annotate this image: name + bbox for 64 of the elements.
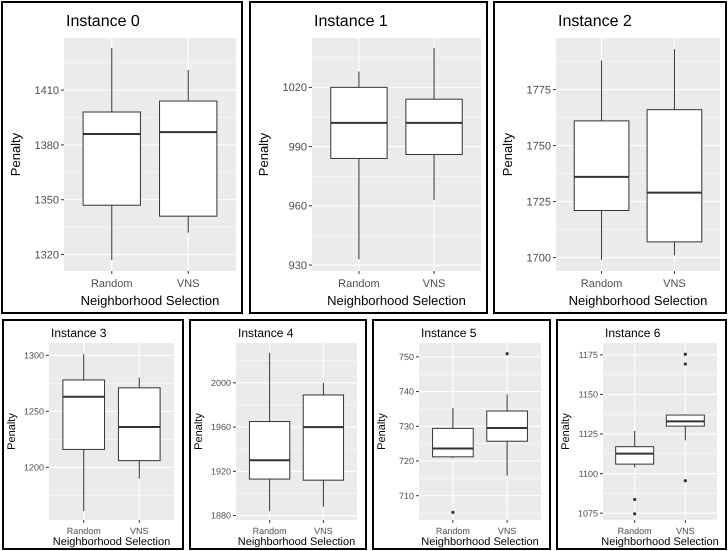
- y-tick-label: 710: [398, 490, 414, 501]
- y-tick-label: 960: [288, 200, 307, 213]
- x-tick-label: VNS: [676, 526, 695, 536]
- y-tick-label: 730: [398, 421, 414, 432]
- chart-title: Instance 1: [314, 13, 388, 30]
- x-tick-label: VNS: [176, 278, 200, 290]
- y-tick-label: 1750: [526, 140, 551, 152]
- y-tick-label: 1725: [526, 196, 551, 208]
- y-axis-title: Penalty: [500, 132, 515, 176]
- chart-title: Instance 5: [421, 326, 477, 340]
- y-tick-label: 1150: [578, 390, 598, 400]
- y-axis-title: Penalty: [6, 412, 18, 450]
- y-axis-title: Penalty: [8, 132, 23, 176]
- x-tick-label: VNS: [422, 278, 446, 290]
- y-tick-label: 1175: [578, 350, 598, 360]
- y-tick-label: 1410: [34, 84, 59, 97]
- x-axis-title: Neighborhood Selection: [421, 536, 539, 548]
- y-axis-title: Penalty: [256, 132, 271, 176]
- x-tick-label: Random: [66, 526, 101, 536]
- y-tick-label: 1300: [24, 350, 44, 360]
- x-tick-label: VNS: [663, 278, 686, 290]
- x-tick-label: Random: [252, 526, 287, 536]
- chart-title: Instance 3: [51, 326, 107, 340]
- chart-title: Instance 2: [558, 13, 632, 30]
- y-tick-label: 1075: [578, 508, 598, 518]
- y-axis-title: Penalty: [376, 412, 388, 450]
- y-tick-label: 1350: [34, 194, 59, 207]
- x-tick-label: Random: [90, 278, 133, 290]
- x-axis-title: Neighborhood Selection: [327, 293, 466, 308]
- y-tick-label: 1775: [526, 84, 551, 96]
- y-tick-label: 1960: [210, 422, 231, 432]
- chart-title: Instance 6: [605, 326, 661, 340]
- y-tick-label: 1250: [24, 406, 44, 416]
- y-tick-label: 930: [288, 260, 307, 272]
- y-tick-label: 1100: [578, 468, 598, 479]
- y-tick-label: 740: [398, 386, 414, 397]
- chart-title: Instance 0: [66, 13, 140, 30]
- y-tick-label: 720: [398, 456, 414, 466]
- x-tick-label: Random: [338, 278, 380, 290]
- x-axis-title: Neighborhood Selection: [80, 293, 220, 308]
- x-axis-title: Neighborhood Selection: [52, 536, 170, 548]
- y-axis-title: Penalty: [560, 412, 572, 450]
- y-tick-label: 750: [398, 352, 414, 362]
- x-tick-label: VNS: [498, 526, 516, 536]
- y-tick-label: 1380: [34, 140, 59, 152]
- x-axis-title: Neighborhood Selection: [238, 536, 356, 548]
- y-tick-label: 1880: [210, 510, 231, 521]
- y-tick-label: 1920: [210, 466, 231, 476]
- y-tick-label: 1125: [578, 429, 598, 440]
- x-tick-label: Random: [580, 278, 622, 290]
- x-axis-title: Neighborhood Selection: [568, 293, 708, 308]
- x-axis-title: Neighborhood Selection: [601, 536, 719, 548]
- y-tick-label: 990: [288, 141, 307, 154]
- y-tick-label: 1320: [34, 249, 59, 262]
- y-tick-label: 1200: [24, 462, 44, 472]
- y-axis-title: Penalty: [193, 412, 205, 450]
- y-tick-label: 1020: [282, 82, 307, 94]
- chart-title: Instance 4: [238, 326, 294, 340]
- x-tick-label: Random: [618, 526, 652, 536]
- x-tick-label: Random: [436, 526, 470, 536]
- x-tick-label: VNS: [314, 526, 333, 536]
- x-tick-label: VNS: [130, 526, 149, 536]
- y-tick-label: 2000: [210, 378, 231, 388]
- y-tick-label: 1700: [526, 252, 551, 264]
